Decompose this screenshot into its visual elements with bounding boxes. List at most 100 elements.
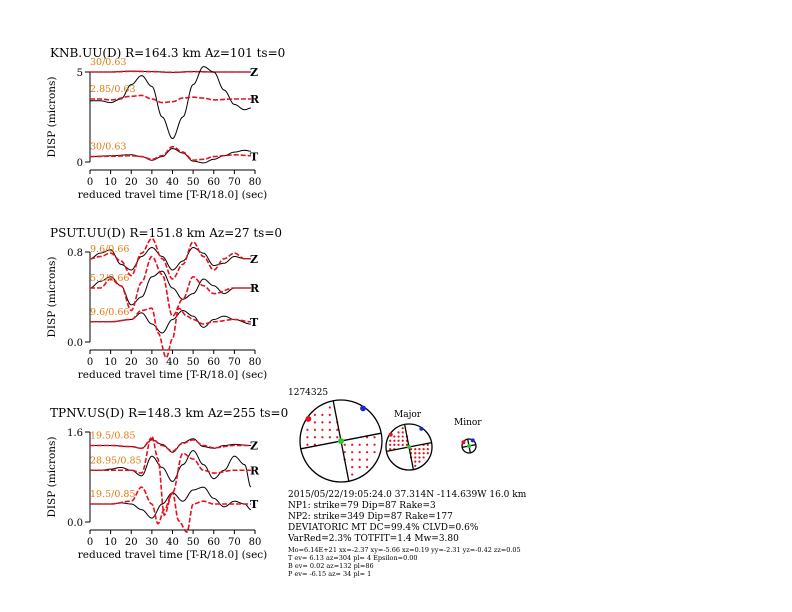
panel-title: TPNV.US(D) R=148.3 km Az=255 ts=0 [50,406,288,420]
x-tick-label: 50 [187,357,200,368]
info-line-1: 2015/05/22/19:05:24.0 37.314N -114.639W … [288,490,527,500]
compression-dot [313,428,317,431]
weight-label: 5.2/0.66 [90,273,129,284]
x-tick-label: 0 [87,357,93,368]
x-tick-label: 0 [87,537,93,548]
compression-dot [328,413,331,417]
beachball-major [385,423,433,471]
compression-dot [401,439,404,442]
compression-dot [414,447,417,451]
component-label: R [250,282,260,295]
compression-dot [397,431,400,434]
observed-trace [90,66,251,140]
x-tick-label: 20 [125,177,138,188]
compression-dot [418,456,421,459]
weight-label: 19.5/0.85 [90,431,136,442]
x-tick-label: 50 [187,177,200,188]
x-tick-label: 20 [125,537,138,548]
x-tick-label: 10 [104,537,117,548]
x-tick-label: 70 [228,177,241,188]
compression-dot [365,436,369,439]
info-line-4: DEVIATORIC MT DC=99.4% CLVD=0.6% [288,523,479,533]
synthetic-trace [90,94,251,104]
beachball-minor [461,438,477,454]
weight-label: 30/0.63 [90,57,126,68]
compression-dot [418,452,421,455]
compression-dot [306,428,309,431]
compression-dot [426,447,429,451]
component-label: T [250,151,259,164]
compression-dot [351,465,354,469]
b-axis-marker [407,445,411,449]
compression-dot [401,443,404,447]
component-z: Z 9.6/0.66 [89,237,258,280]
y-tick-label: 0 [77,158,83,169]
component-t: T 19.5/0.85 [90,486,259,534]
x-axis-label: reduced travel time [T-R/18.0] (sec) [78,549,268,561]
weight-label: 2.85/0.63 [90,84,136,95]
compression-dot [422,456,425,459]
synthetic-trace [90,307,251,359]
compression-dot [414,460,417,463]
compression-dot [321,421,324,424]
info-line-5: VarRed=2.3% TOTFIT=1.4 Mw=3.80 [287,534,459,544]
component-r: R 5.2/0.66 [89,255,260,318]
compression-dot [414,456,417,459]
x-tick-label: 70 [228,537,241,548]
compression-dot [328,428,331,431]
compression-dot [358,451,361,454]
compression-dot [306,443,309,446]
x-tick-label: 80 [249,357,262,368]
compression-dot [393,439,396,442]
compression-dot [418,447,421,451]
component-t: T 30/0.63 [89,142,259,164]
compression-dot [343,443,346,446]
compression-dot [409,447,413,451]
event-id: 1274325 [288,388,328,398]
compression-dot [343,451,346,454]
compression-dot [397,439,400,442]
seismogram-panel-3: TPNV.US(D) R=148.3 km Az=255 ts=0 1.6 0.0 D… [46,406,288,561]
seismogram-panel-2: PSUT.UU(D) R=151.8 km Az=27 ts=0 0.8 0.0 DI… [46,226,282,381]
component-label: R [250,93,260,106]
y-tick-label: 0.0 [67,338,83,349]
compression-dot [328,406,331,409]
b-axis-marker [338,438,344,444]
y-tick-label: 5 [77,68,83,79]
x-tick-label: 10 [104,357,117,368]
compression-dot [336,428,339,431]
compression-dot [373,436,376,439]
compression-dot [405,443,409,447]
compression-dot [321,428,324,431]
compression-dot [393,443,396,447]
x-tick-label: 50 [187,537,200,548]
x-tick-label: 80 [249,177,262,188]
x-tick-label: 10 [104,177,117,188]
info-line-2: NP1: strike=79 Dip=87 Rake=3 [288,501,436,511]
compression-dot [351,458,354,461]
compression-dot [351,473,354,476]
panel-title: KNB.UU(D) R=164.3 km Az=101 ts=0 [50,46,285,60]
component-label: T [250,498,259,511]
y-axis-label: DISP (microns) [46,436,58,517]
weight-label: 28.95/0.85 [90,455,142,466]
compression-dot [313,443,317,446]
compression-dot [401,435,404,438]
compression-dot [401,427,404,430]
compression-dot [328,436,331,439]
x-tick-label: 40 [166,537,179,548]
moment-line-4: P ev= -6.15 az= 34 pl= 1 [288,570,371,578]
major-label: Major [394,410,422,420]
synthetic-trace [90,70,251,74]
y-axis-label: DISP (microns) [46,76,58,157]
compression-dot [328,421,331,424]
weight-label: 19.5/0.85 [90,489,136,500]
compression-dot [389,443,392,447]
t-axis-marker [388,432,393,437]
x-tick-label: 20 [125,357,138,368]
y-tick-label: 0.8 [67,248,83,259]
compression-dot [365,451,369,454]
compression-dot [351,451,354,454]
compression-dot [397,443,400,447]
